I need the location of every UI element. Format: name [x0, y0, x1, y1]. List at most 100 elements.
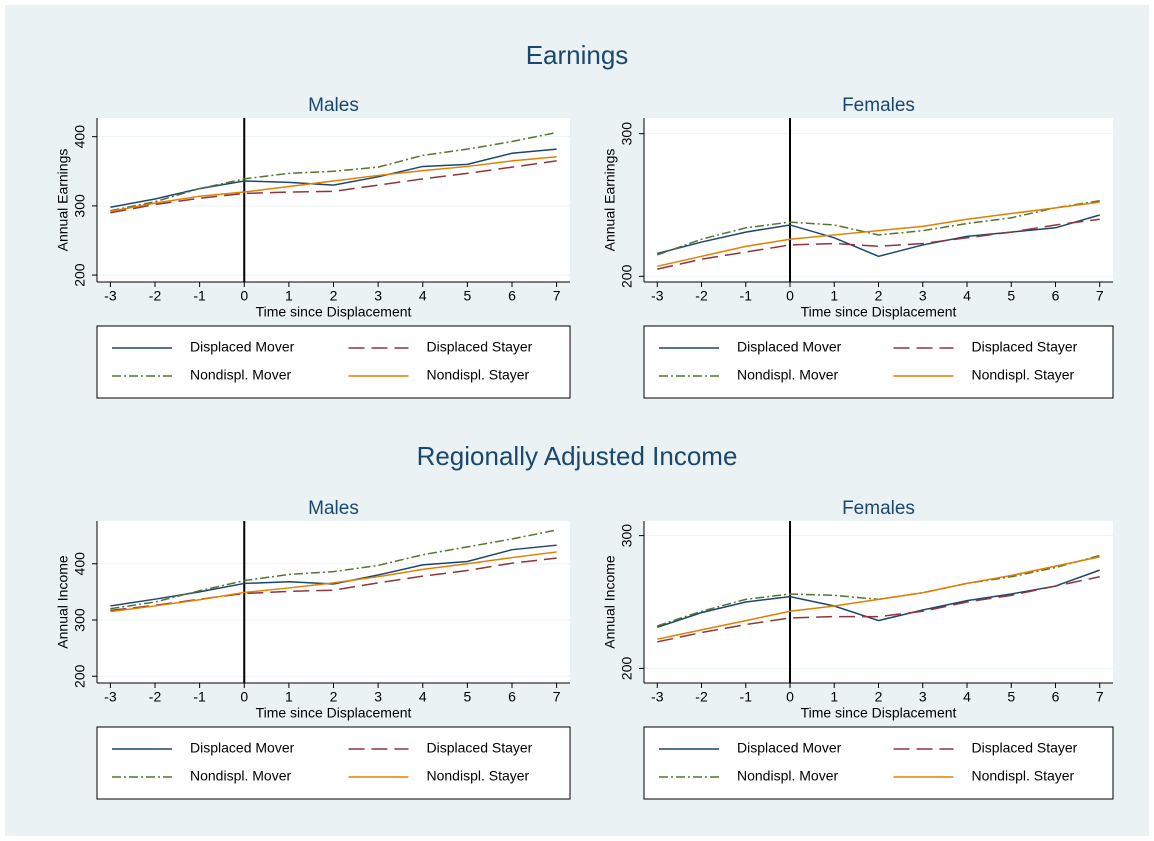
x-tick-label: 4	[963, 288, 971, 304]
y-tick-label: 400	[72, 552, 88, 576]
x-tick-label: 7	[1096, 288, 1104, 304]
x-axis-label: Time since Displacement	[256, 304, 412, 320]
legend-label: Displaced Mover	[737, 740, 842, 756]
x-tick-label: 0	[240, 689, 248, 705]
legend-label: Nondispl. Mover	[737, 367, 838, 383]
legend-label: Nondispl. Mover	[190, 768, 291, 784]
series-line	[110, 148, 557, 209]
y-axis-label: Annual Income	[55, 555, 71, 649]
series-line	[657, 576, 1100, 643]
x-tick-label: -2	[695, 288, 708, 304]
y-axis-label: Annual Earnings	[602, 149, 618, 252]
y-tick-label: 300	[619, 122, 635, 146]
legend-label: Displaced Stayer	[972, 339, 1078, 355]
chart-title: Males	[308, 95, 359, 116]
x-tick-label: 4	[963, 689, 971, 705]
legend	[643, 726, 1114, 800]
x-tick-label: -1	[193, 288, 206, 304]
y-tick-label: 200	[619, 264, 635, 288]
x-tick-label: 4	[419, 689, 427, 705]
series-line	[110, 160, 557, 214]
x-tick-label: 0	[786, 288, 794, 304]
series-line	[657, 556, 1100, 640]
x-tick-label: -3	[104, 689, 117, 705]
legend-label: Displaced Stayer	[972, 740, 1078, 756]
x-tick-label: 5	[463, 288, 471, 304]
x-tick-label: 1	[285, 288, 293, 304]
x-tick-label: 7	[1096, 689, 1104, 705]
x-tick-label: 5	[1007, 689, 1015, 705]
chart-title: Males	[308, 498, 359, 519]
legend-label: Displaced Mover	[737, 339, 842, 355]
x-tick-label: -1	[740, 288, 753, 304]
x-tick-label: -2	[149, 288, 162, 304]
y-tick-label: 400	[72, 125, 88, 149]
plot-area	[97, 118, 570, 282]
y-tick-label: 300	[619, 524, 635, 548]
x-tick-label: -3	[651, 288, 664, 304]
x-tick-label: 3	[919, 288, 927, 304]
x-tick-label: -1	[740, 689, 753, 705]
y-tick-label: 200	[72, 664, 88, 688]
x-tick-label: 4	[419, 288, 427, 304]
series-line	[657, 218, 1100, 270]
x-tick-label: 6	[508, 288, 516, 304]
x-tick-label: 6	[1052, 689, 1060, 705]
legend-label: Nondispl. Stayer	[972, 367, 1075, 383]
x-tick-label: -1	[193, 689, 206, 705]
x-tick-label: -3	[104, 288, 117, 304]
legend-label: Nondispl. Stayer	[427, 367, 530, 383]
legend-label: Nondispl. Mover	[737, 768, 838, 784]
chart-title: Females	[842, 95, 915, 116]
x-tick-label: 2	[330, 288, 338, 304]
x-tick-label: 6	[1052, 288, 1060, 304]
series-line	[657, 201, 1100, 268]
x-tick-label: 6	[508, 689, 516, 705]
y-tick-label: 200	[72, 263, 88, 287]
x-tick-label: -2	[149, 689, 162, 705]
series-line	[657, 199, 1100, 256]
legend-label: Displaced Stayer	[427, 740, 533, 756]
y-axis-label: Annual Earnings	[55, 149, 71, 252]
section-title: Earnings	[526, 40, 629, 70]
legend	[643, 325, 1114, 399]
y-axis-label: Annual Income	[602, 555, 618, 649]
y-tick-label: 300	[72, 608, 88, 632]
y-tick-label: 200	[619, 657, 635, 681]
x-tick-label: -3	[651, 689, 664, 705]
legend	[96, 325, 571, 399]
chart-title: Females	[842, 498, 915, 519]
series-line	[110, 529, 557, 610]
legend-label: Nondispl. Stayer	[427, 768, 530, 784]
x-axis-label: Time since Displacement	[801, 304, 957, 320]
x-tick-label: 2	[875, 689, 883, 705]
x-tick-label: 5	[1007, 288, 1015, 304]
series-line	[110, 156, 557, 213]
x-tick-label: -2	[695, 689, 708, 705]
section-title: Regionally Adjusted Income	[417, 441, 738, 471]
series-line	[657, 214, 1100, 258]
x-tick-label: 1	[285, 689, 293, 705]
plot-area	[97, 521, 570, 683]
series-line	[657, 569, 1100, 628]
x-tick-label: 0	[240, 288, 248, 304]
x-tick-label: 3	[374, 288, 382, 304]
series-line	[110, 551, 557, 613]
x-axis-label: Time since Displacement	[256, 705, 412, 721]
x-tick-label: 5	[463, 689, 471, 705]
x-tick-label: 3	[374, 689, 382, 705]
plot-area	[644, 118, 1113, 282]
legend-label: Displaced Mover	[190, 339, 295, 355]
x-tick-label: 7	[553, 288, 561, 304]
x-tick-label: 2	[330, 689, 338, 705]
legend-label: Nondispl. Mover	[190, 367, 291, 383]
legend-label: Displaced Mover	[190, 740, 295, 756]
series-line	[110, 131, 557, 212]
legend-label: Nondispl. Stayer	[972, 768, 1075, 784]
x-tick-label: 2	[875, 288, 883, 304]
x-tick-label: 1	[830, 689, 838, 705]
x-tick-label: 7	[553, 689, 561, 705]
x-tick-label: 3	[919, 689, 927, 705]
